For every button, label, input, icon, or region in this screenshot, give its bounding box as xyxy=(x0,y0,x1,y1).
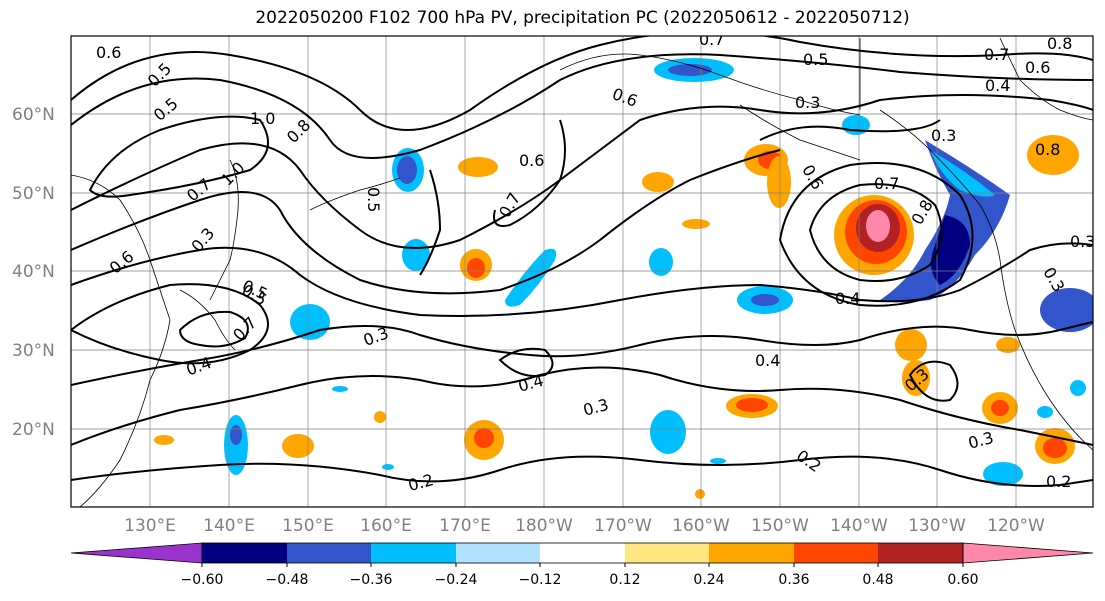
colorbar: −0.60 −0.48 −0.36 −0.24 −0.12 0.12 0.24 … xyxy=(70,542,1094,588)
colorbar-extend-max xyxy=(962,542,1094,564)
colorbar-extend-min xyxy=(70,542,203,564)
lat-label: 30°N xyxy=(12,341,55,361)
colorbar-label: −0.36 xyxy=(350,572,393,588)
lat-label: 60°N xyxy=(12,105,55,125)
pv-contours xyxy=(71,36,1093,487)
contour-label: 0.4 xyxy=(835,289,860,308)
colorbar-label: 0.24 xyxy=(693,572,724,588)
colorbar-label: 0.60 xyxy=(947,572,978,588)
colorbar-segment xyxy=(794,543,878,563)
contour-label: 0.6 xyxy=(519,151,544,170)
contour-label: 0.8 xyxy=(1047,34,1072,53)
colorbar-segment xyxy=(287,543,371,563)
map-title: 2022050200 F102 700 hPa PV, precipitatio… xyxy=(255,8,910,28)
colorbar-labels: −0.60 −0.48 −0.36 −0.24 −0.12 0.12 0.24 … xyxy=(181,572,979,588)
lon-label: 130°W xyxy=(908,516,966,536)
colorbar-label: −0.60 xyxy=(181,572,224,588)
colorbar-label: 0.48 xyxy=(862,572,893,588)
longitude-labels: 130°E 140°E 150°E 160°E 170°E 180°W 170°… xyxy=(124,516,1045,536)
lat-label: 40°N xyxy=(12,262,55,282)
lat-label: 50°N xyxy=(12,184,55,204)
contour-label: 0.3 xyxy=(931,126,956,145)
contour-label: 0.4 xyxy=(755,351,780,370)
colorbar-segment xyxy=(456,543,540,563)
lon-label: 170°E xyxy=(439,516,491,536)
colorbar-ticks xyxy=(201,563,964,567)
contour-label: 0.8 xyxy=(1035,140,1060,159)
lon-label: 160°W xyxy=(672,516,730,536)
colorbar-outline xyxy=(201,542,964,564)
lon-label: 140°W xyxy=(830,516,888,536)
colorbar-segment xyxy=(878,543,963,563)
colorbar-label: −0.48 xyxy=(266,572,309,588)
contour-label: 1.0 xyxy=(250,109,275,128)
contour-label: 0.3 xyxy=(795,93,820,112)
contour-label: 0.6 xyxy=(1025,58,1050,77)
colorbar-segment xyxy=(625,543,709,563)
colorbar-segment xyxy=(371,543,456,563)
coastlines xyxy=(71,37,1093,507)
colorbar-label: 0.12 xyxy=(609,572,640,588)
contour-label: 0.5 xyxy=(364,187,383,212)
colorbar-label: 0.36 xyxy=(778,572,809,588)
lon-label: 180°W xyxy=(515,516,573,536)
contour-label: 0.2 xyxy=(1046,472,1071,491)
lon-label: 160°E xyxy=(360,516,412,536)
lon-label: 140°E xyxy=(203,516,255,536)
map-frame xyxy=(70,35,1094,508)
contour-label: 0.6 xyxy=(96,43,121,62)
colorbar-segments xyxy=(70,542,1094,564)
lon-label: 120°W xyxy=(987,516,1045,536)
lat-label: 20°N xyxy=(12,420,55,440)
lon-label: 170°W xyxy=(594,516,652,536)
colorbar-segment xyxy=(709,543,794,563)
colorbar-segment xyxy=(540,543,625,563)
lon-label: 150°W xyxy=(751,516,809,536)
contour-label: 0.4 xyxy=(985,76,1010,95)
colorbar-segment xyxy=(202,543,287,563)
lon-label: 130°E xyxy=(124,516,176,536)
lon-label: 150°E xyxy=(282,516,334,536)
colorbar-label: −0.12 xyxy=(519,572,562,588)
latitude-labels: 60°N 50°N 40°N 30°N 20°N xyxy=(12,105,55,440)
contour-label: 0.5 xyxy=(803,50,828,69)
contour-label: 0.7 xyxy=(984,45,1009,64)
colorbar-label: −0.24 xyxy=(435,572,478,588)
contour-label: 0.7 xyxy=(699,30,724,49)
contour-label: 0.7 xyxy=(874,174,899,193)
contour-label: 0.3 xyxy=(1070,232,1095,251)
